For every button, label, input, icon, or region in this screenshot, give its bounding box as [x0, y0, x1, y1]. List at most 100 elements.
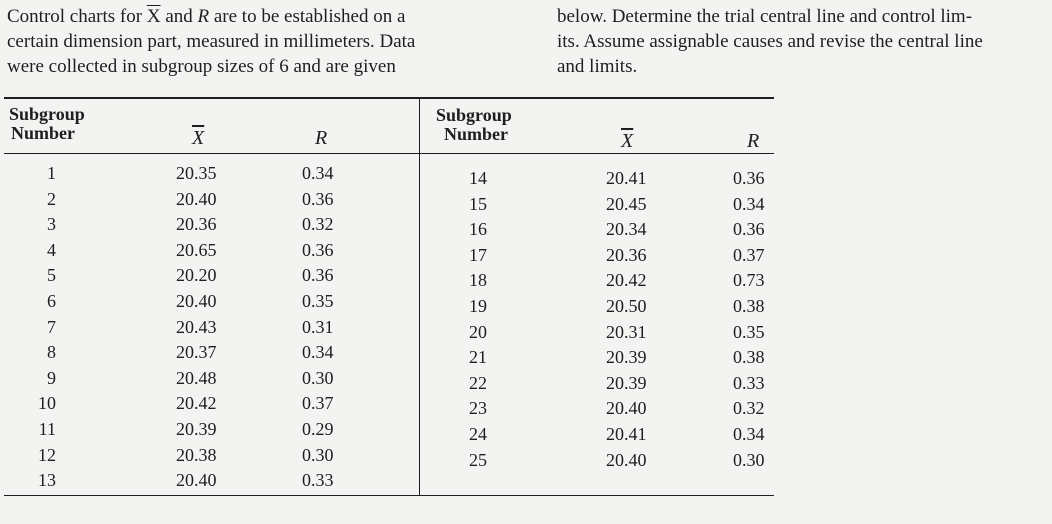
table-cell: 0.35: [302, 290, 334, 311]
table-cell: 4: [47, 239, 56, 260]
table-cell: 24: [469, 423, 487, 444]
right-xbar-column: 20.41 20.45 20.34 20.36 20.42 20.50 20.31 20.39…: [606, 166, 647, 473]
table-cell: 20.20: [176, 265, 217, 286]
problem-line-6: and limits.: [557, 56, 638, 77]
table-cell: 3: [47, 214, 56, 235]
table-cell: 20.40: [176, 470, 217, 491]
table-cell: 20.45: [606, 193, 647, 214]
right-r-column: 0.36 0.34 0.36 0.37 0.73 0.38 0.35 0.38 0.33 0.32…: [733, 166, 765, 473]
header-number-text: Number: [444, 124, 508, 144]
header-r-left: R: [315, 127, 328, 149]
table-cell: 25: [469, 449, 487, 470]
table-cell: 20.37: [176, 342, 217, 363]
xbar-symbol: X: [146, 6, 161, 27]
table-cell: 20.34: [606, 219, 647, 240]
problem-line-3: were collected in subgroup sizes of 6 an…: [7, 56, 396, 77]
table-cell: 0.30: [302, 444, 334, 465]
table-cell: 20.40: [176, 290, 217, 311]
table-cell: 0.38: [733, 347, 765, 368]
table-cell: 15: [469, 193, 487, 214]
table-cell: 0.34: [302, 342, 334, 363]
problem-line-5: its. Assume assignable causes and revise…: [557, 31, 983, 52]
table-cell: 20.41: [606, 168, 647, 188]
table-cell: 20.35: [176, 163, 217, 183]
header-xbar-left: X: [192, 127, 205, 149]
table-cell: 0.34: [733, 193, 765, 214]
table-cell: 0.37: [302, 393, 334, 414]
table-cell: 0.32: [302, 214, 334, 235]
header-subgroup-text: Subgroup: [9, 104, 85, 124]
left-r-column: 0.34 0.36 0.32 0.36 0.36 0.35 0.31 0.34 0.30 0.37…: [302, 161, 334, 494]
problem-line-1-part-1: Control charts for: [7, 6, 147, 27]
table-cell: 5: [47, 265, 56, 286]
table-cell: 12: [38, 444, 56, 465]
header-subgroup-number-left: Subgroup Number: [9, 105, 85, 143]
table-cell: 8: [47, 342, 56, 363]
header-number-text: Number: [11, 123, 75, 143]
problem-line-4: below. Determine the trial central line …: [557, 6, 973, 27]
problem-line-1: Control charts for X and R are to be est…: [7, 4, 527, 29]
header-r-right: R: [747, 130, 760, 152]
table-cell: 1: [47, 163, 56, 183]
table-cell: 0.29: [302, 418, 334, 439]
header-subgroup-number-right: Subgroup Number: [436, 106, 512, 144]
table-cell: 20.43: [176, 316, 217, 337]
table-header-rule: [4, 153, 774, 154]
table-cell: 20.40: [176, 188, 217, 209]
table-cell: 0.33: [302, 470, 334, 491]
header-xbar-right: X: [621, 130, 634, 152]
left-xbar-column: 20.35 20.40 20.36 20.65 20.20 20.40 20.43 20.37…: [176, 161, 217, 494]
table-cell: 20.42: [606, 270, 647, 291]
table-cell: 0.36: [733, 219, 765, 240]
table-cell: 20.48: [176, 367, 217, 388]
table-cell: 13: [38, 470, 56, 491]
table-cell: 0.34: [733, 423, 765, 444]
table-cell: 20.39: [606, 372, 647, 393]
table-cell: 0.36: [302, 239, 334, 260]
table-cell: 20.31: [606, 321, 647, 342]
table-cell: 0.34: [302, 163, 334, 183]
table-cell: 0.30: [733, 449, 765, 470]
table-cell: 0.36: [302, 265, 334, 286]
table-cell: 0.32: [733, 398, 765, 419]
table-cell: 20: [469, 321, 487, 342]
table-cell: 10: [38, 393, 56, 414]
table-cell: 16: [469, 219, 487, 240]
table-cell: 23: [469, 398, 487, 419]
table-cell: 0.36: [733, 168, 765, 188]
table-cell: 20.38: [176, 444, 217, 465]
table-top-rule: [4, 97, 774, 99]
table-cell: 0.35: [733, 321, 765, 342]
table-cell: 0.36: [302, 188, 334, 209]
table-cell: 18: [469, 270, 487, 291]
table-cell: 20.42: [176, 393, 217, 414]
table-cell: 20.39: [606, 347, 647, 368]
header-subgroup-text: Subgroup: [436, 105, 512, 125]
table-cell: 9: [47, 367, 56, 388]
table-cell: 20.40: [606, 398, 647, 419]
table-cell: 20.50: [606, 295, 647, 316]
right-subgroup-column: 14 15 16 17 18 19 20 21 22 23 24 25: [469, 166, 487, 473]
r-symbol: R: [197, 6, 210, 27]
table-cell: 0.38: [733, 295, 765, 316]
table-cell: 6: [47, 290, 56, 311]
table-cell: 0.31: [302, 316, 334, 337]
table-cell: 20.65: [176, 239, 217, 260]
table-divider: [419, 99, 420, 495]
table-cell: 0.37: [733, 244, 765, 265]
problem-line-1-part-2: and: [160, 6, 198, 27]
problem-line-1-part-3: are to be established on a: [209, 6, 406, 27]
table-cell: 19: [469, 295, 487, 316]
table-cell: 11: [38, 418, 56, 439]
table-cell: 0.30: [302, 367, 334, 388]
table-cell: 22: [469, 372, 487, 393]
problem-line-2: certain dimension part, measured in mill…: [7, 31, 416, 52]
table-cell: 0.33: [733, 372, 765, 393]
table-cell: 21: [469, 347, 487, 368]
table-cell: 2: [47, 188, 56, 209]
table-cell: 7: [47, 316, 56, 337]
table-cell: 14: [469, 168, 487, 188]
problem-text-right: below. Determine the trial central line …: [557, 4, 1047, 79]
table-cell: 17: [469, 244, 487, 265]
left-subgroup-column: 1 2 3 4 5 6 7 8 9 10 11 12 13: [26, 161, 56, 494]
